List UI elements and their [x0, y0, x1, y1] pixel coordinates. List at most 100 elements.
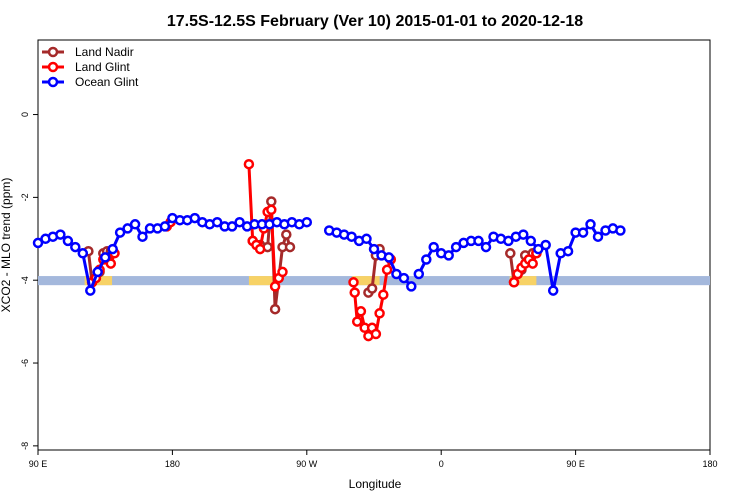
legend-item-ocean-glint: Ocean Glint — [42, 75, 139, 89]
data-point-land-glint — [527, 258, 538, 269]
data-point-ocean-glint — [32, 237, 44, 249]
legend-item-land-nadir: Land Nadir — [42, 45, 134, 59]
data-point-ocean-glint — [533, 243, 544, 255]
y-tick-label: -8 — [20, 442, 30, 450]
y-tick-label: -2 — [20, 193, 30, 201]
data-point-ocean-glint — [585, 219, 596, 230]
data-point-land-glint — [508, 277, 520, 288]
data-point-land-glint — [243, 158, 255, 170]
data-point-ocean-glint — [503, 235, 514, 247]
data-point-land-nadir — [284, 241, 296, 253]
legend-label: Land Nadir — [75, 45, 134, 59]
legend-label: Ocean Glint — [75, 75, 139, 89]
data-point-land-glint — [374, 308, 385, 319]
data-point-ocean-glint — [592, 231, 604, 242]
land-band-segment — [509, 276, 537, 286]
data-point-ocean-glint — [540, 239, 551, 251]
data-point-ocean-glint — [107, 243, 118, 255]
data-point-land-glint — [269, 281, 281, 292]
data-point-land-glint — [381, 264, 393, 276]
x-tick-label: 180 — [702, 459, 717, 469]
data-point-land-glint — [351, 316, 363, 327]
data-point-ocean-glint — [421, 254, 432, 265]
data-point-ocean-glint — [226, 221, 238, 232]
y-tick-label: 0 — [20, 112, 30, 117]
data-point-ocean-glint — [159, 221, 171, 232]
data-point-ocean-glint — [406, 281, 417, 292]
data-point-ocean-glint — [189, 212, 201, 224]
data-point-ocean-glint — [301, 216, 313, 228]
data-point-ocean-glint — [525, 235, 537, 247]
data-point-land-glint — [348, 277, 359, 288]
legend-marker — [47, 76, 59, 88]
x-tick-label: 180 — [165, 459, 180, 469]
data-point-ocean-glint — [122, 223, 133, 234]
data-point-land-glint — [254, 243, 266, 255]
data-point-ocean-glint — [615, 225, 626, 236]
data-point-ocean-glint — [518, 229, 529, 240]
legend-label: Land Glint — [75, 60, 130, 74]
data-point-ocean-glint — [137, 231, 148, 242]
data-point-land-nadir — [266, 196, 277, 207]
series-land-glint — [86, 158, 542, 342]
data-point-land-nadir — [269, 303, 281, 315]
y-axis-label: XCO2 - MLO trend (ppm) — [0, 178, 13, 313]
data-point-ocean-glint — [346, 231, 357, 242]
chart-title: 17.5S-12.5S February (Ver 10) 2015-01-01… — [167, 13, 583, 30]
data-point-ocean-glint — [577, 227, 589, 238]
data-point-ocean-glint — [361, 233, 372, 245]
land-band-segment — [352, 276, 380, 286]
data-point-ocean-glint — [450, 241, 462, 253]
x-tick-label: 0 — [439, 459, 444, 469]
data-point-land-nadir — [505, 248, 516, 259]
data-point-land-glint — [277, 266, 288, 278]
data-point-ocean-glint — [211, 216, 223, 228]
data-point-ocean-glint — [77, 248, 89, 259]
data-point-ocean-glint — [413, 268, 425, 280]
data-point-ocean-glint — [99, 252, 111, 263]
x-tick-label: 90 E — [566, 459, 585, 469]
series-land-nadir — [83, 196, 542, 315]
data-point-ocean-glint — [55, 229, 66, 240]
data-point-ocean-glint — [129, 219, 141, 230]
data-point-land-glint — [349, 287, 360, 298]
y-tick-label: -6 — [20, 359, 30, 367]
legend-marker — [47, 61, 59, 73]
series-ocean-glint — [32, 212, 626, 296]
legend-marker — [47, 46, 59, 58]
y-axis: 0 -2 -4 -6 -8 — [20, 112, 38, 450]
legend-item-land-glint: Land Glint — [42, 60, 130, 74]
data-point-ocean-glint — [428, 241, 439, 253]
data-point-land-glint — [266, 204, 277, 216]
data-point-ocean-glint — [391, 268, 402, 280]
data-point-land-glint — [355, 306, 367, 317]
land-band-segment — [248, 276, 276, 286]
data-point-ocean-glint — [443, 250, 454, 261]
x-axis: 90 E 180 90 W 0 90 E 180 — [29, 450, 718, 469]
data-point-ocean-glint — [368, 243, 380, 255]
data-point-ocean-glint — [114, 227, 126, 238]
data-point-ocean-glint — [62, 235, 74, 247]
x-axis-label: Longitude — [349, 477, 402, 491]
data-point-ocean-glint — [234, 216, 245, 228]
data-point-ocean-glint — [547, 285, 559, 296]
series-layer — [32, 158, 626, 342]
data-point-ocean-glint — [92, 266, 103, 278]
data-point-ocean-glint — [480, 241, 492, 253]
data-point-land-nadir — [281, 229, 292, 240]
data-point-ocean-glint — [398, 272, 410, 284]
data-point-land-nadir — [366, 283, 378, 294]
x-tick-label: 90 W — [296, 459, 318, 469]
data-point-land-glint — [370, 328, 382, 340]
data-point-ocean-glint — [383, 252, 395, 263]
data-point-ocean-glint — [562, 245, 574, 257]
data-point-ocean-glint — [70, 241, 81, 253]
data-point-land-glint — [105, 258, 117, 269]
y-tick-label: -4 — [20, 276, 30, 284]
data-point-ocean-glint — [473, 235, 484, 247]
data-point-land-glint — [378, 289, 389, 300]
x-tick-label: 90 E — [29, 459, 48, 469]
data-point-ocean-glint — [85, 285, 96, 296]
